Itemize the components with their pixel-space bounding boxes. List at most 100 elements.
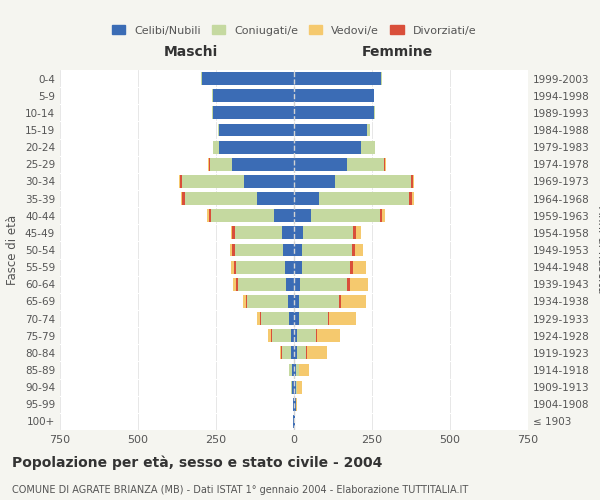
Bar [280,346,281,360]
Bar [230,244,232,256]
Bar [296,398,297,410]
Bar [299,295,339,308]
Bar [213,140,219,153]
Bar [179,175,180,188]
Bar [294,192,319,205]
Bar [380,210,382,222]
Bar [212,106,213,120]
Bar [297,346,307,360]
Bar [294,244,302,256]
Bar [339,295,341,308]
Bar [350,278,368,290]
Bar [361,140,375,153]
Bar [286,278,294,290]
Bar [281,346,291,360]
Bar [411,175,413,188]
Bar [185,192,257,205]
Bar [211,210,274,222]
Bar [233,278,236,290]
Bar [294,106,374,120]
Bar [181,192,182,205]
Bar [294,364,296,376]
Text: COMUNE DI AGRATE BRIANZA (MB) - Dati ISTAT 1° gennaio 2004 - Elaborazione TUTTIT: COMUNE DI AGRATE BRIANZA (MB) - Dati IST… [12,485,468,495]
Bar [232,226,235,239]
Bar [356,226,361,239]
Bar [271,330,272,342]
Bar [238,278,286,290]
Bar [299,312,328,325]
Bar [302,244,352,256]
Bar [281,226,294,239]
Bar [182,175,244,188]
Bar [294,415,295,428]
Bar [341,295,366,308]
Bar [210,158,232,170]
Bar [274,210,294,222]
Bar [294,312,299,325]
Bar [283,244,294,256]
Bar [350,260,353,274]
Bar [335,175,411,188]
Bar [294,330,297,342]
Bar [213,106,294,120]
Bar [235,244,283,256]
Bar [297,330,316,342]
Bar [294,398,296,410]
Bar [292,380,294,394]
Bar [292,364,294,376]
Bar [219,124,294,136]
Bar [243,295,246,308]
Bar [207,210,209,222]
Bar [291,346,294,360]
Bar [374,106,375,120]
Bar [294,260,302,274]
Bar [329,312,356,325]
Bar [208,158,209,170]
Bar [294,278,300,290]
Bar [235,226,281,239]
Bar [293,398,294,410]
Bar [352,244,355,256]
Bar [355,244,363,256]
Bar [294,295,299,308]
Bar [353,226,356,239]
Bar [347,158,385,170]
Bar [296,364,299,376]
Y-axis label: Fasce di età: Fasce di età [7,215,19,285]
Bar [294,72,382,85]
Bar [299,364,308,376]
Bar [261,312,289,325]
Bar [294,226,304,239]
Bar [272,330,291,342]
Bar [236,278,238,290]
Bar [202,72,294,85]
Text: Maschi: Maschi [164,44,218,59]
Bar [294,90,374,102]
Bar [247,295,288,308]
Bar [257,192,294,205]
Bar [288,295,294,308]
Bar [234,260,236,274]
Bar [328,312,329,325]
Text: Femmine: Femmine [361,44,433,59]
Bar [297,380,302,394]
Bar [284,260,294,274]
Bar [293,415,294,428]
Bar [213,90,294,102]
Bar [347,278,350,290]
Bar [317,330,340,342]
Bar [413,175,414,188]
Bar [257,312,260,325]
Bar [289,312,294,325]
Y-axis label: Anni di nascita: Anni di nascita [595,206,600,294]
Bar [294,124,367,136]
Bar [268,330,271,342]
Bar [385,158,386,170]
Bar [291,330,294,342]
Bar [409,192,412,205]
Bar [289,364,292,376]
Bar [296,380,297,394]
Bar [260,312,261,325]
Bar [412,192,415,205]
Bar [209,210,211,222]
